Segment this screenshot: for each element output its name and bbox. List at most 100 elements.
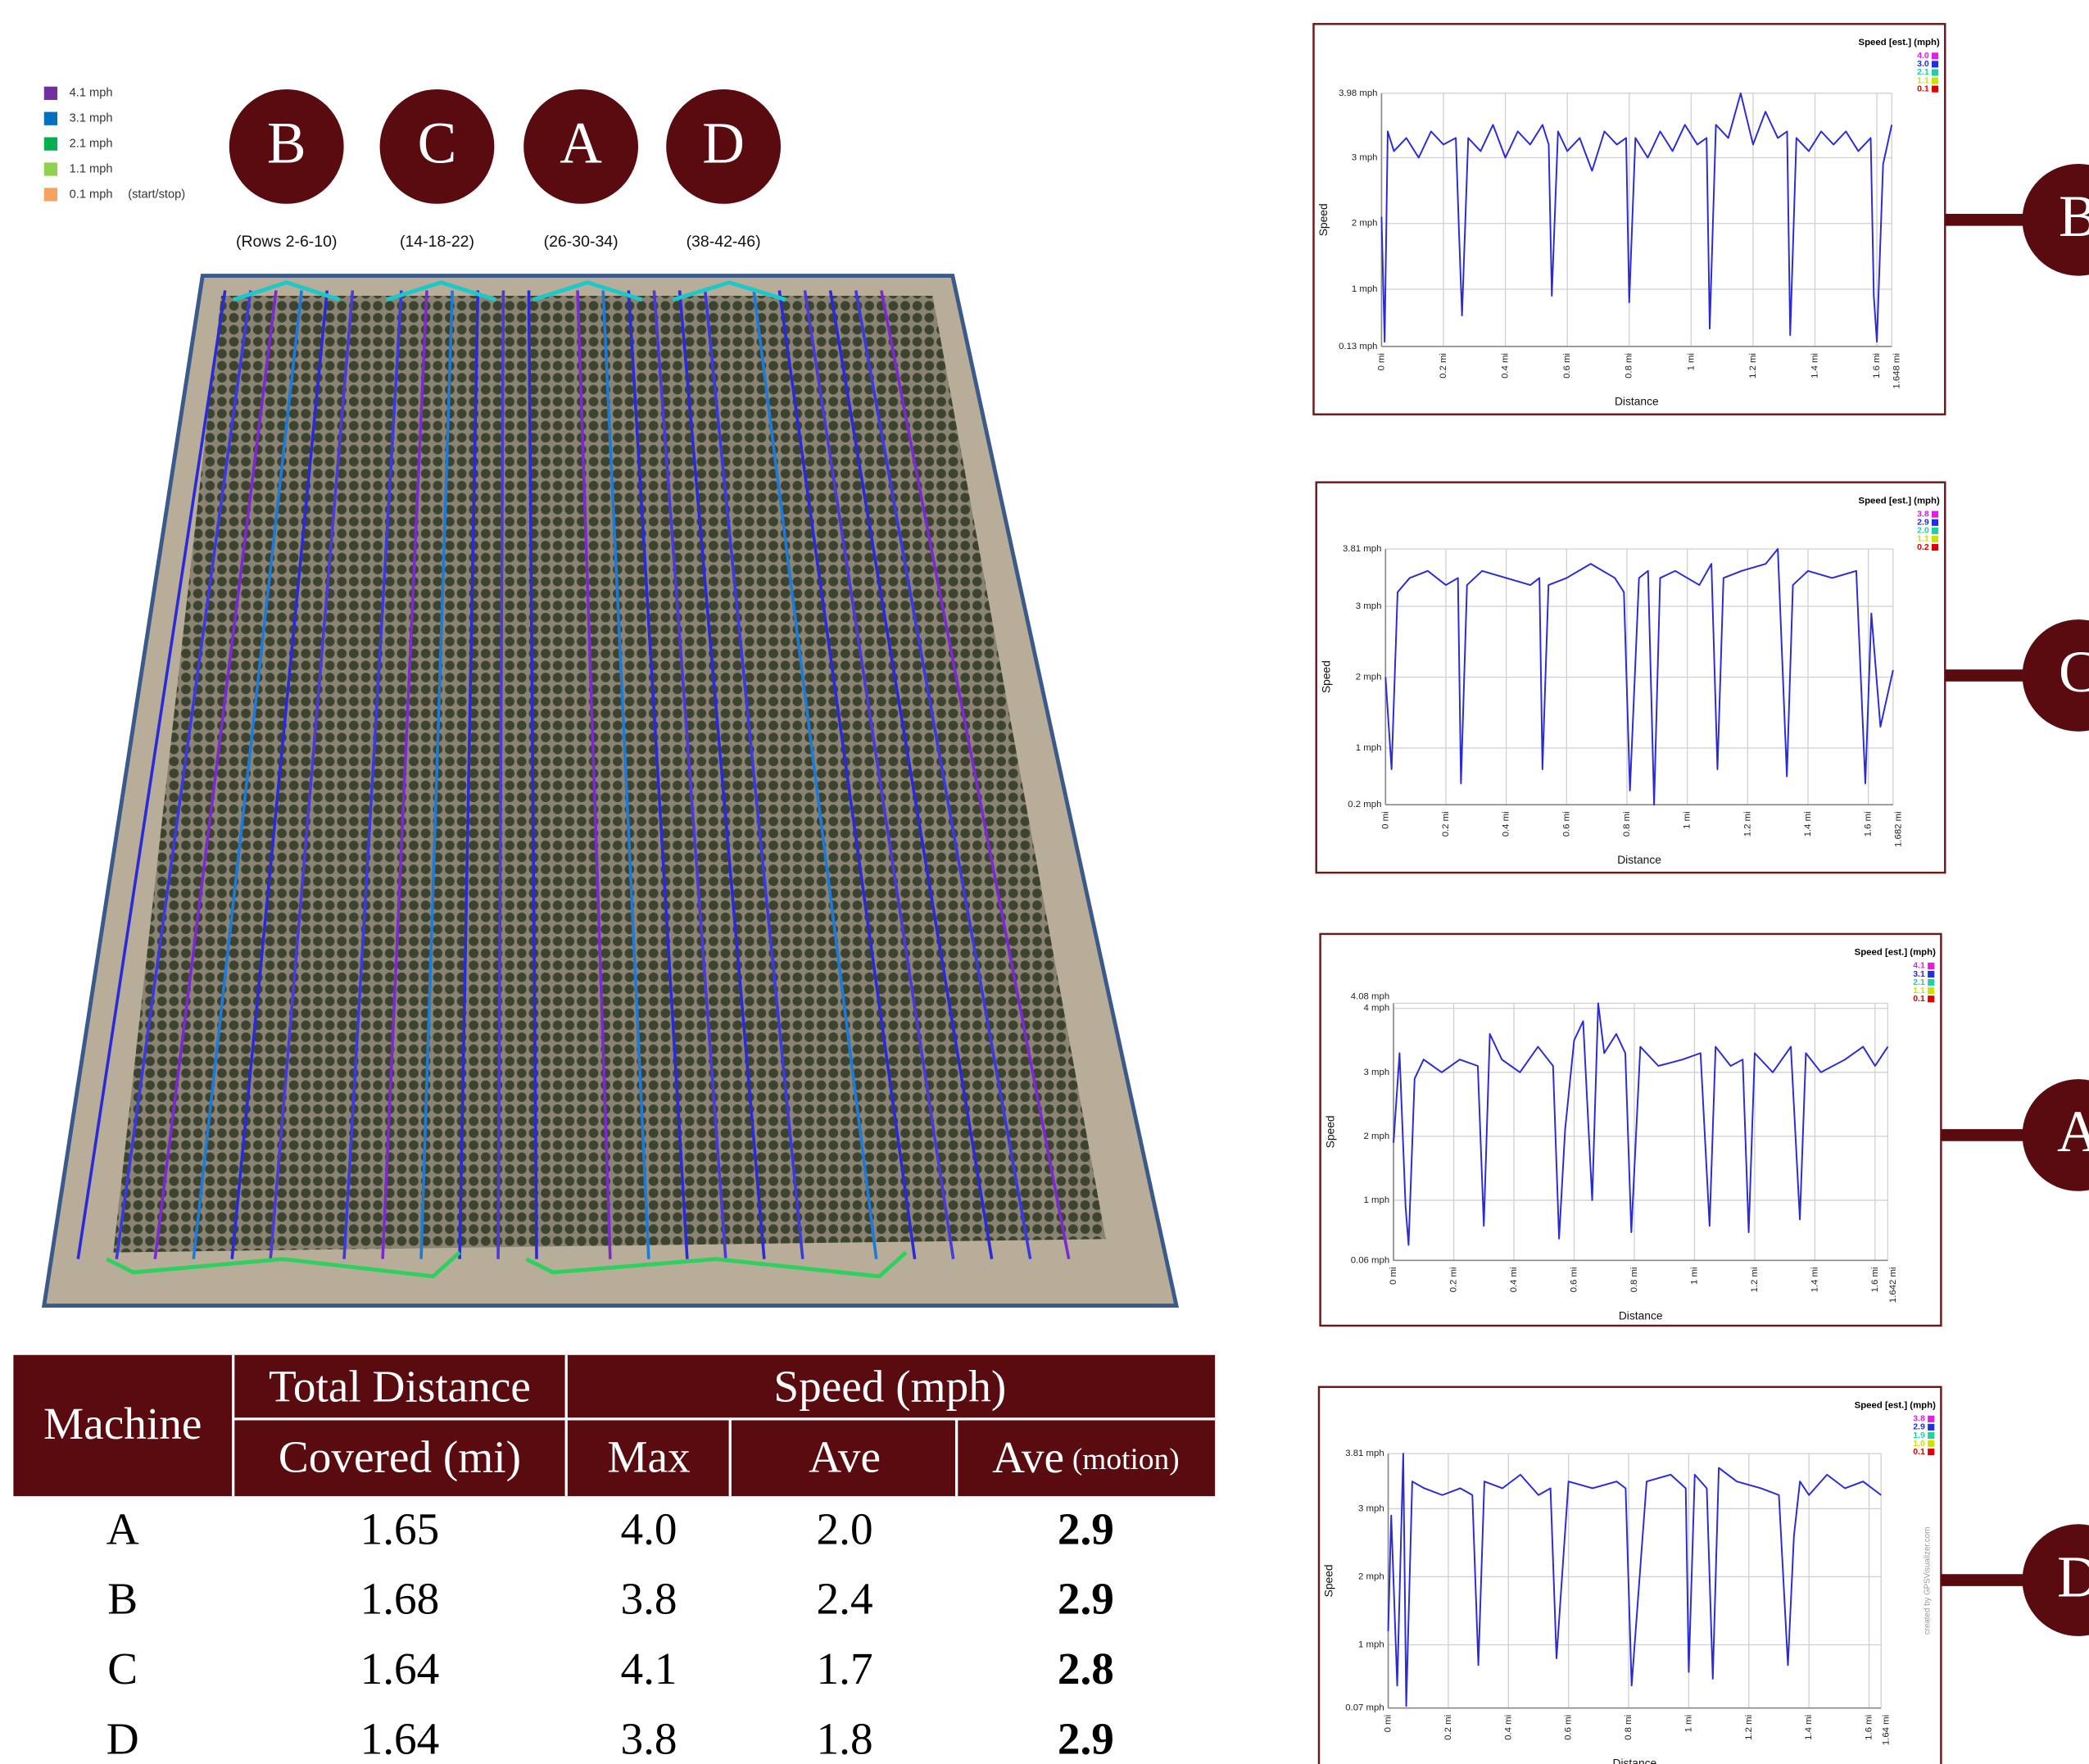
legend-label: 4.1 mph [70, 87, 113, 100]
legend-label: 1.1 mph [70, 162, 113, 175]
y-tick-label: 0.13 mph [1339, 342, 1377, 351]
chart-badge [2022, 1079, 2089, 1191]
scale-swatch [1928, 1423, 1935, 1431]
speed-line [1387, 1453, 1882, 1707]
scale-swatch [1932, 61, 1939, 68]
speed-line [1393, 1002, 1889, 1246]
machine-badge [229, 88, 344, 204]
y-tick-label: 3 mph [1358, 1503, 1384, 1513]
chart-badge [2022, 1524, 2089, 1636]
scale-label: 0.1 [1913, 994, 1925, 1004]
scale-label: 0.1 [1917, 84, 1929, 93]
machine-label: A [560, 111, 602, 176]
scale-swatch [1932, 77, 1939, 84]
x-tick-label: 0.8 mi [1625, 353, 1634, 379]
chart-badge-label: A [2057, 1100, 2089, 1164]
scale-swatch [1928, 970, 1935, 978]
machine-badge [379, 88, 495, 204]
x-tick-label: 0 mi [1389, 1267, 1398, 1285]
table-cell: A [106, 1503, 139, 1553]
y-tick-label: 1 mph [1358, 1639, 1384, 1649]
scale-swatch [1928, 1431, 1935, 1440]
legend-label: 3.1 mph [70, 112, 113, 125]
scale-swatch [1932, 85, 1939, 93]
x-tick-label: 0.6 mi [1564, 1715, 1574, 1740]
machine-badge [523, 88, 639, 204]
speed-line [1384, 547, 1894, 806]
map-track [496, 290, 505, 1259]
map-track [527, 290, 538, 1259]
x-tick-label: 1.2 mi [1750, 1267, 1760, 1292]
table: Machine Total Distance Covered (mi) Spee… [13, 1354, 1216, 1497]
x-tick-label: 0 mi [1376, 353, 1386, 371]
table-cell: D [106, 1713, 139, 1763]
scale-swatch [1932, 510, 1939, 518]
scale-swatch [1928, 1440, 1935, 1448]
y-axis-label: Speed [1319, 660, 1332, 693]
x-tick-label: 1.648 mi [1892, 353, 1902, 389]
x-tick-label: 0 mi [1384, 1715, 1393, 1733]
x-tick-label: 1.64 mi [1882, 1715, 1892, 1745]
map-track [677, 290, 766, 1259]
table-cell: C [107, 1644, 138, 1694]
y-tick-label: 4 mph [1364, 1004, 1390, 1014]
y-tick-label: 3.81 mph [1345, 1449, 1384, 1458]
map-track [115, 290, 252, 1259]
table-cell: 4.0 [620, 1503, 677, 1553]
x-tick-label: 1.4 mi [1810, 1267, 1819, 1292]
map-track [419, 290, 454, 1259]
scale-swatch [1932, 527, 1939, 534]
table-header: Total Distance [269, 1361, 531, 1411]
map-track [777, 290, 917, 1259]
table-header: Ave [992, 1432, 1064, 1482]
y-tick-label: 1 mph [1356, 743, 1382, 753]
table-cell: 3.8 [620, 1713, 677, 1763]
table-cell: 1.65 [360, 1503, 440, 1553]
y-tick-label: 0.2 mph [1348, 800, 1381, 809]
scale-label: 2.9 [1913, 1422, 1925, 1432]
machine-rows: (38-42-46) [687, 233, 761, 251]
table-cell: 4.1 [620, 1644, 677, 1694]
x-tick-label: 0.4 mi [1503, 1715, 1513, 1740]
table-cell: 2.9 [1058, 1713, 1114, 1763]
machine-label: D [702, 111, 745, 176]
y-tick-label: 2 mph [1356, 673, 1382, 682]
x-tick-label: 1.2 mi [1744, 1715, 1754, 1740]
scale-swatch [1928, 987, 1935, 995]
x-tick-label: 1.4 mi [1804, 1715, 1814, 1740]
map-track [601, 290, 650, 1259]
map-track [106, 1250, 461, 1279]
x-tick-label: 1.6 mi [1864, 811, 1874, 837]
table-cell: 2.9 [1058, 1574, 1114, 1624]
scale-label: 3.8 [1913, 1414, 1925, 1424]
map-track [381, 290, 428, 1259]
scale-label: 4.0 [1917, 51, 1929, 61]
table-header: Machine [43, 1399, 202, 1449]
machine-rows: (14-18-22) [400, 233, 474, 251]
x-tick-label: 1.2 mi [1742, 811, 1752, 837]
map-track [672, 280, 787, 302]
table-cell: 2.4 [817, 1574, 873, 1624]
x-tick-label: 0.4 mi [1502, 811, 1511, 837]
y-tick-label: 1 mph [1352, 284, 1378, 294]
chart-title: Speed [est.] (mph) [1855, 948, 1936, 958]
scale-swatch [1928, 979, 1935, 986]
chart-badge [2022, 164, 2089, 276]
x-axis-label: Distance [1619, 1308, 1663, 1322]
x-tick-label: 1.4 mi [1810, 353, 1819, 379]
scale-swatch [1932, 519, 1939, 526]
chart-title: Speed [est.] (mph) [1855, 1401, 1936, 1411]
scale-label: 2.1 [1913, 977, 1925, 987]
table-header: Max [607, 1432, 690, 1482]
table-header: Speed (mph) [773, 1361, 1006, 1411]
machine-rows: (26-30-34) [544, 233, 619, 251]
legend-swatch [43, 188, 58, 202]
table-cell: 3.8 [620, 1574, 677, 1624]
x-tick-label: 1.2 mi [1748, 353, 1758, 379]
table-header-note: (motion) [1072, 1442, 1180, 1476]
map-track [627, 290, 689, 1259]
credit: created by GPSVisualizer.com [1924, 1527, 1933, 1635]
legend-swatch [43, 137, 58, 151]
